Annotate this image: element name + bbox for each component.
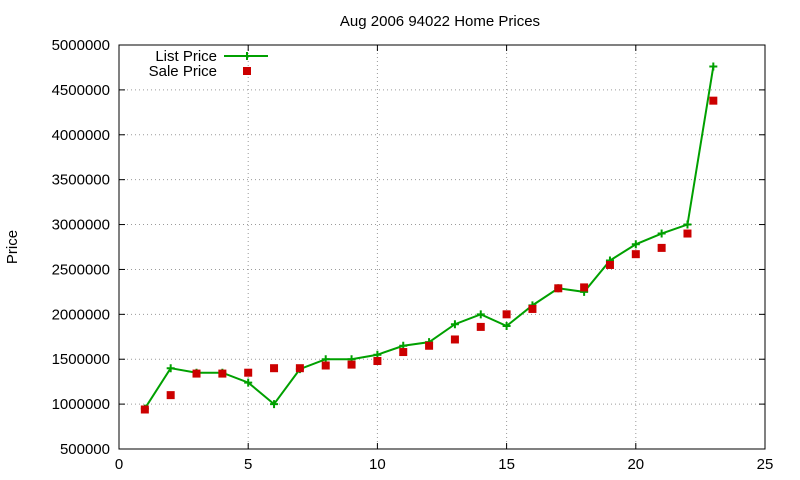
legend-label: List Price [155,48,217,65]
y-tick-label: 5000000 [52,37,110,54]
axis-ticks: 500000 1000000 1500000 2000000 2500000 300000… [52,37,774,473]
sale-price-point [321,361,330,370]
y-tick-label: 3000000 [52,217,110,234]
list-price-point [476,310,485,319]
sale-price-point [399,348,408,357]
sale-price-point [631,250,640,259]
y-tick-label: 2000000 [52,306,110,323]
y-tick-label: 4000000 [52,127,110,144]
sale-price-point [709,96,718,105]
sale-price-point [140,405,149,414]
sale-price-point [450,335,459,344]
sale-price-point [166,391,175,400]
y-tick-label: 2500000 [52,261,110,278]
y-axis-label: Price [4,230,21,264]
y-tick-label: 3500000 [52,172,110,189]
sale-price-point [425,341,434,350]
sale-price-point [192,369,201,378]
list-price-point [166,364,175,373]
sale-price-point [373,357,382,366]
list-price-point [450,320,459,329]
plot-frame [118,44,766,450]
legend-swatch-cross [243,52,251,60]
legend-label: Sale Price [149,63,217,80]
x-tick-label: 20 [627,456,644,473]
sale-price-point [528,304,537,313]
sale-price-point [295,364,304,373]
y-tick-label: 500000 [60,441,110,458]
grid [119,45,765,449]
sale-price-point [554,284,563,293]
x-tick-label: 25 [757,456,774,473]
sale-price-point [476,322,485,331]
sale-price-point [605,260,614,269]
list-price-point [683,220,692,229]
x-tick-label: 0 [115,456,123,473]
sale-price-point [683,229,692,238]
list-price-point [270,400,279,409]
x-tick-label: 5 [244,456,252,473]
list-price-line [143,66,715,410]
sale-price-point [270,364,279,373]
list-price-point [502,322,511,331]
chart-title: Aug 2006 94022 Home Prices [340,13,540,30]
sale-price-point [502,310,511,319]
sale-price-point [580,283,589,292]
y-tick-label: 1000000 [52,396,110,413]
x-tick-label: 10 [369,456,386,473]
y-tick-label: 4500000 [52,82,110,99]
list-price-point [631,240,640,249]
list-price-point [657,229,666,238]
sale-price-point [657,243,666,252]
sale-price-point [244,368,253,377]
x-tick-label: 15 [498,456,515,473]
sale-price-point [347,360,356,369]
list-price-point [709,62,718,71]
sale-price-point [218,369,227,378]
y-tick-label: 1500000 [52,351,110,368]
list-price-point [244,378,253,387]
legend-swatch-square [243,67,251,75]
series-layer [140,62,718,414]
